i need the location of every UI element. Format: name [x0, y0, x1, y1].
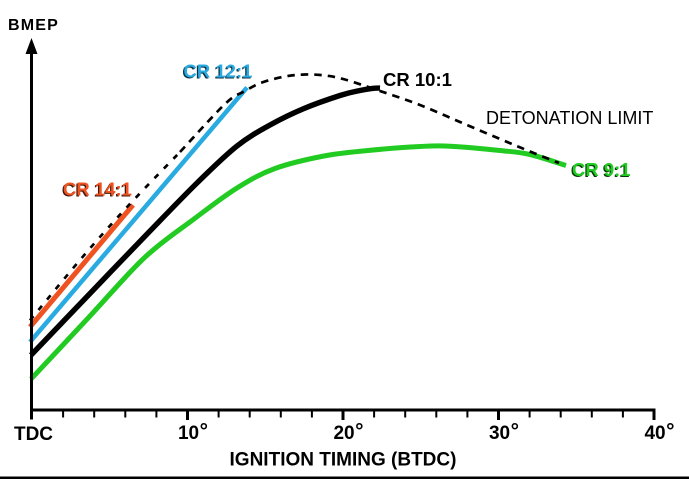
- svg-text:CR 9:1: CR 9:1: [572, 159, 631, 180]
- svg-text:20°: 20°: [333, 420, 363, 444]
- svg-text:DETONATION LIMIT: DETONATION LIMIT: [486, 108, 653, 128]
- svg-text:CR 14:1: CR 14:1: [62, 180, 131, 201]
- svg-text:CR 10:1: CR 10:1: [383, 69, 452, 90]
- svg-text:10°: 10°: [178, 420, 208, 444]
- svg-text:CR 9:1: CR 9:1: [571, 160, 630, 181]
- svg-text:TDC: TDC: [14, 424, 53, 445]
- svg-text:IGNITION TIMING (BTDC): IGNITION TIMING (BTDC): [230, 450, 457, 471]
- svg-text:30°: 30°: [489, 420, 519, 444]
- svg-text:BMEP: BMEP: [8, 17, 59, 34]
- svg-text:CR 14:1: CR 14:1: [63, 179, 132, 200]
- svg-text:40°: 40°: [644, 420, 674, 444]
- svg-text:CR 12:1: CR 12:1: [184, 61, 253, 82]
- svg-text:CR 12:1: CR 12:1: [182, 62, 251, 83]
